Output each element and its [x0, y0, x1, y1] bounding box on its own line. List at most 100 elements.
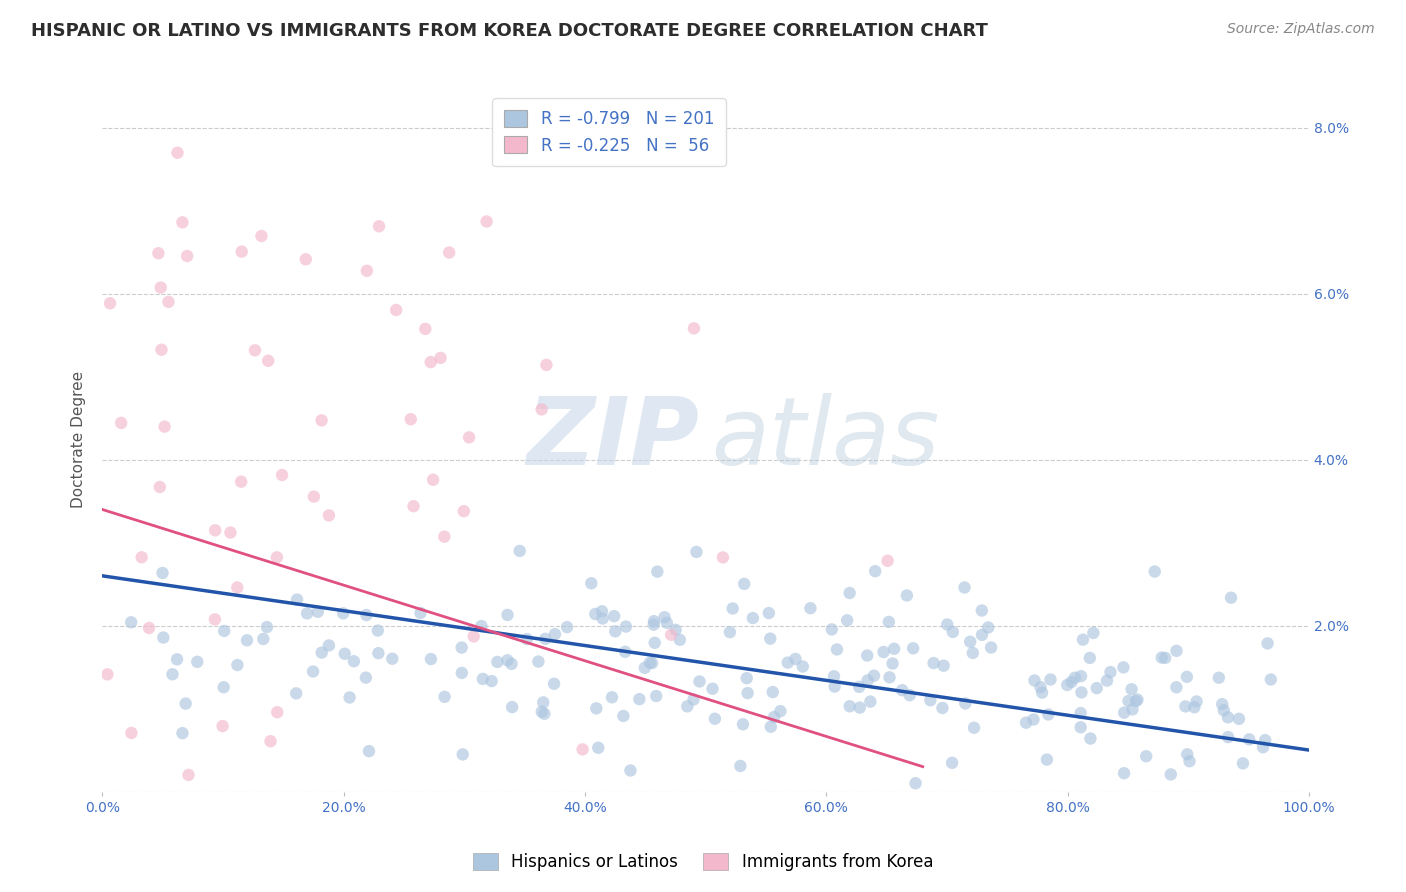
Point — [1039, 673, 1062, 687]
Point — [685, 545, 707, 559]
Point — [1208, 671, 1230, 685]
Point — [212, 680, 235, 694]
Point — [741, 611, 763, 625]
Point — [879, 670, 901, 684]
Point — [936, 617, 959, 632]
Point — [150, 343, 173, 357]
Point — [285, 592, 308, 607]
Point — [763, 710, 786, 724]
Point — [1211, 697, 1233, 711]
Point — [643, 617, 665, 632]
Point — [1071, 632, 1094, 647]
Point — [733, 577, 755, 591]
Point — [496, 653, 519, 667]
Point — [1227, 712, 1250, 726]
Point — [676, 699, 699, 714]
Point — [711, 550, 734, 565]
Point — [643, 614, 665, 628]
Point — [848, 680, 870, 694]
Point — [882, 657, 904, 671]
Point — [294, 252, 316, 267]
Point — [451, 747, 474, 762]
Point — [172, 726, 194, 740]
Point — [1150, 650, 1173, 665]
Point — [475, 214, 498, 228]
Point — [285, 686, 308, 700]
Point — [1178, 754, 1201, 768]
Point — [257, 353, 280, 368]
Text: ZIP: ZIP — [527, 393, 700, 485]
Point — [516, 632, 538, 646]
Point — [1143, 565, 1166, 579]
Point — [1212, 703, 1234, 717]
Point — [785, 652, 807, 666]
Point — [1260, 673, 1282, 687]
Text: atlas: atlas — [711, 393, 939, 484]
Point — [1216, 730, 1239, 744]
Point — [980, 640, 1002, 655]
Point — [544, 627, 567, 641]
Point — [543, 677, 565, 691]
Point — [1135, 749, 1157, 764]
Point — [318, 639, 340, 653]
Point — [153, 419, 176, 434]
Point — [531, 695, 554, 709]
Point — [571, 742, 593, 756]
Legend: R = -0.799   N = 201, R = -0.225   N =  56: R = -0.799 N = 201, R = -0.225 N = 56 — [492, 98, 725, 166]
Point — [970, 628, 993, 642]
Point — [177, 768, 200, 782]
Point — [824, 680, 846, 694]
Point — [863, 564, 886, 578]
Point — [647, 565, 669, 579]
Point — [176, 249, 198, 263]
Point — [256, 620, 278, 634]
Point — [592, 611, 614, 625]
Point — [619, 764, 641, 778]
Point — [799, 601, 821, 615]
Point — [1216, 710, 1239, 724]
Point — [1174, 699, 1197, 714]
Point — [486, 655, 509, 669]
Point — [1038, 707, 1060, 722]
Point — [1022, 713, 1045, 727]
Point — [231, 475, 253, 489]
Point — [941, 756, 963, 770]
Point — [138, 621, 160, 635]
Point — [356, 608, 378, 623]
Point — [628, 692, 651, 706]
Point — [1015, 715, 1038, 730]
Point — [311, 646, 333, 660]
Point — [612, 709, 634, 723]
Point — [877, 615, 900, 629]
Point — [970, 603, 993, 617]
Point — [1166, 680, 1188, 694]
Point — [219, 525, 242, 540]
Point — [1118, 694, 1140, 708]
Point — [1031, 686, 1053, 700]
Point — [166, 145, 188, 160]
Point — [825, 642, 848, 657]
Point — [243, 343, 266, 358]
Point — [689, 674, 711, 689]
Point — [644, 636, 666, 650]
Point — [838, 699, 860, 714]
Point — [856, 673, 879, 688]
Point — [110, 416, 132, 430]
Point — [665, 623, 688, 637]
Point — [433, 690, 456, 704]
Point — [152, 566, 174, 580]
Point — [959, 634, 981, 648]
Point — [654, 610, 676, 624]
Point — [212, 624, 235, 638]
Point — [955, 697, 977, 711]
Point — [172, 215, 194, 229]
Point — [645, 689, 668, 703]
Point — [1114, 706, 1136, 720]
Point — [872, 645, 894, 659]
Point — [533, 706, 555, 721]
Point — [131, 550, 153, 565]
Point — [204, 524, 226, 538]
Point — [901, 641, 924, 656]
Point — [856, 648, 879, 663]
Point — [1251, 740, 1274, 755]
